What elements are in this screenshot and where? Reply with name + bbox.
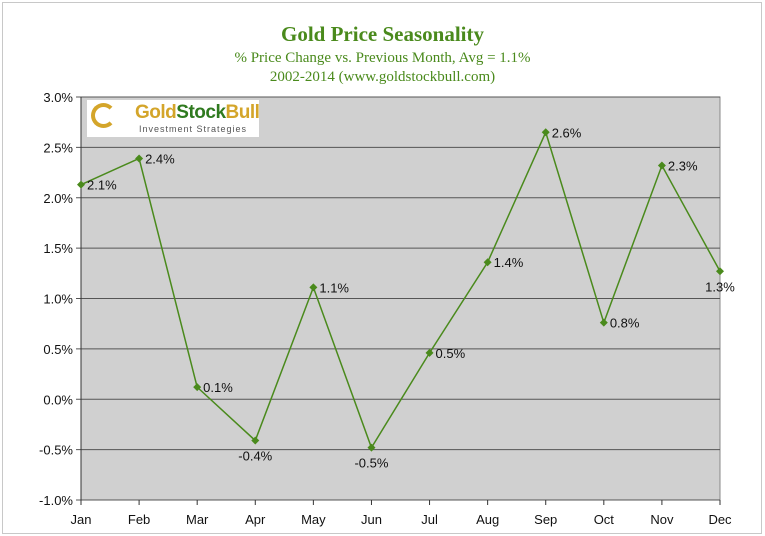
data-point xyxy=(251,436,260,445)
chart-subtitle: % Price Change vs. Previous Month, Avg =… xyxy=(234,50,531,66)
y-tick-label: -0.5% xyxy=(39,443,73,458)
data-point xyxy=(541,128,550,137)
x-tick-label: Jan xyxy=(71,512,92,527)
data-point xyxy=(77,180,85,189)
series-line xyxy=(80,130,721,450)
x-tick-label: Apr xyxy=(245,512,266,527)
data-point xyxy=(716,267,724,276)
x-tick-label: May xyxy=(301,512,326,527)
y-tick-label: 2.0% xyxy=(43,191,73,206)
y-tick-label: 0.5% xyxy=(43,342,73,357)
x-tick-label: Feb xyxy=(128,512,150,527)
logo-tagline: Investment Strategies xyxy=(139,124,248,134)
y-tick-label: 0.0% xyxy=(43,392,73,407)
x-tick-label: Dec xyxy=(708,512,732,527)
data-point xyxy=(367,443,376,452)
data-label: -0.5% xyxy=(354,456,388,471)
y-tick-label: -1.0% xyxy=(39,493,73,508)
data-point xyxy=(425,348,434,357)
data-label: 0.8% xyxy=(610,316,640,331)
x-tick-label: Jun xyxy=(361,512,382,527)
data-point xyxy=(599,318,608,327)
data-label: 2.1% xyxy=(87,178,117,193)
data-label: 1.4% xyxy=(494,255,524,270)
x-tick-label: Oct xyxy=(594,512,615,527)
data-point xyxy=(309,283,318,292)
logo-g-icon xyxy=(91,103,116,128)
y-tick-label: 1.5% xyxy=(43,241,73,256)
data-point xyxy=(483,258,492,267)
data-label: 1.1% xyxy=(319,280,349,295)
y-tick-label: 3.0% xyxy=(43,90,73,105)
x-tick-label: Jul xyxy=(421,512,438,527)
x-tick-label: Sep xyxy=(534,512,557,527)
chart-subtitle-2: 2002-2014 (www.goldstockbull.com) xyxy=(269,69,496,85)
data-label: 1.3% xyxy=(705,279,735,294)
x-tick-label: Nov xyxy=(650,512,674,527)
data-label: -0.4% xyxy=(238,449,272,464)
x-tick-label: Mar xyxy=(186,512,209,527)
y-tick-label: 2.5% xyxy=(43,140,73,155)
logo-name: GoldStockBull xyxy=(135,102,260,123)
data-label: 0.1% xyxy=(203,380,233,395)
data-label: 2.4% xyxy=(145,151,175,166)
data-point xyxy=(657,161,666,170)
y-tick-label: 1.0% xyxy=(43,292,73,307)
x-tick-label: Aug xyxy=(476,512,499,527)
data-label: 2.3% xyxy=(668,159,698,174)
data-label: 2.6% xyxy=(552,125,582,140)
data-label: 0.5% xyxy=(436,346,466,361)
goldstockbull-logo: GoldStockBull Investment Strategies xyxy=(87,100,260,137)
data-point xyxy=(193,383,202,392)
chart-title: Gold Price Seasonality xyxy=(281,22,484,46)
data-point xyxy=(135,154,144,163)
